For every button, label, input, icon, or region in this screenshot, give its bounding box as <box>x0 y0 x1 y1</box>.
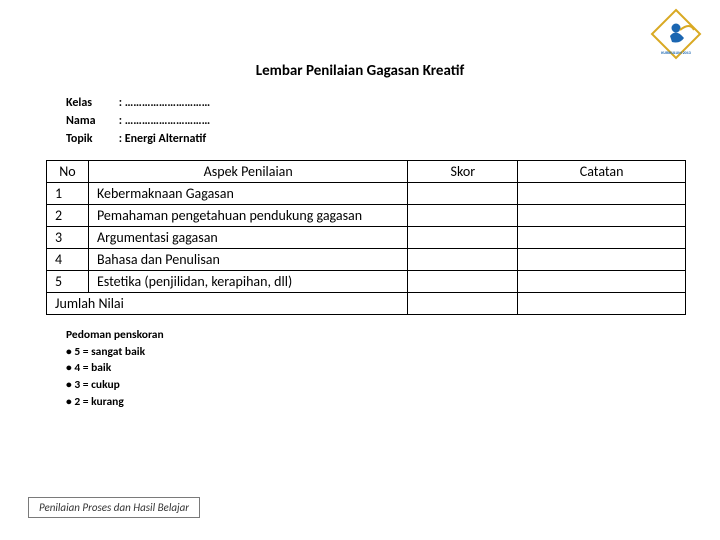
scoring-guide: Pedoman penskoran • 5 = sangat baik • 4 … <box>66 327 684 410</box>
cell-no: 2 <box>47 205 89 227</box>
cell-aspek: Argumentasi gagasan <box>88 227 407 249</box>
cell-catatan <box>518 205 686 227</box>
cell-no: 1 <box>47 183 89 205</box>
cell-aspek: Pemahaman pengetahuan pendukung gagasan <box>88 205 407 227</box>
col-header-catatan: Catatan <box>518 161 686 183</box>
cell-aspek: Kebermaknaan Gagasan <box>88 183 407 205</box>
cell-skor <box>408 249 518 271</box>
cell-skor <box>408 271 518 293</box>
scoring-heading: Pedoman penskoran <box>66 327 684 344</box>
col-header-no: No <box>47 161 89 183</box>
cell-skor <box>408 205 518 227</box>
meta-value-kelas: : ………………………… <box>119 96 210 110</box>
total-skor <box>408 293 518 315</box>
table-row: 5 Estetika (penjilidan, kerapihan, dll) <box>47 271 686 293</box>
table-row: 4 Bahasa dan Penulisan <box>47 249 686 271</box>
table-total-row: Jumlah Nilai <box>47 293 686 315</box>
cell-catatan <box>518 249 686 271</box>
col-header-aspek: Aspek Penilaian <box>88 161 407 183</box>
cell-aspek: Bahasa dan Penulisan <box>88 249 407 271</box>
page-title: Lembar Penilaian Gagasan Kreatif <box>36 62 684 80</box>
svg-text:KURIKULUM 2013: KURIKULUM 2013 <box>661 51 691 56</box>
curriculum-logo: KURIKULUM 2013 <box>650 8 702 60</box>
table-row: 3 Argumentasi gagasan <box>47 227 686 249</box>
cell-aspek: Estetika (penjilidan, kerapihan, dll) <box>88 271 407 293</box>
cell-no: 3 <box>47 227 89 249</box>
scoring-item: • 4 = baik <box>66 360 684 377</box>
cell-catatan <box>518 227 686 249</box>
meta-label-nama: Nama <box>66 112 116 130</box>
scoring-item: • 2 = kurang <box>66 394 684 411</box>
meta-label-topik: Topik <box>66 130 116 148</box>
cell-catatan <box>518 271 686 293</box>
total-catatan <box>518 293 686 315</box>
table-row: 1 Kebermaknaan Gagasan <box>47 183 686 205</box>
cell-catatan <box>518 183 686 205</box>
cell-skor <box>408 227 518 249</box>
meta-value-nama: : ………………………… <box>119 114 210 128</box>
meta-block: Kelas : ………………………… Nama : ………………………… Top… <box>66 94 684 148</box>
meta-value-topik: : Energi Alternatif <box>119 132 206 146</box>
cell-no: 4 <box>47 249 89 271</box>
cell-no: 5 <box>47 271 89 293</box>
table-header-row: No Aspek Penilaian Skor Catatan <box>47 161 686 183</box>
assessment-table: No Aspek Penilaian Skor Catatan 1 Keberm… <box>46 160 686 315</box>
col-header-skor: Skor <box>408 161 518 183</box>
total-label: Jumlah Nilai <box>47 293 408 315</box>
cell-skor <box>408 183 518 205</box>
scoring-item: • 3 = cukup <box>66 377 684 394</box>
table-row: 2 Pemahaman pengetahuan pendukung gagasa… <box>47 205 686 227</box>
meta-label-kelas: Kelas <box>66 94 116 112</box>
footer-tag: Penilaian Proses dan Hasil Belajar <box>28 497 200 518</box>
scoring-item: • 5 = sangat baik <box>66 344 684 361</box>
